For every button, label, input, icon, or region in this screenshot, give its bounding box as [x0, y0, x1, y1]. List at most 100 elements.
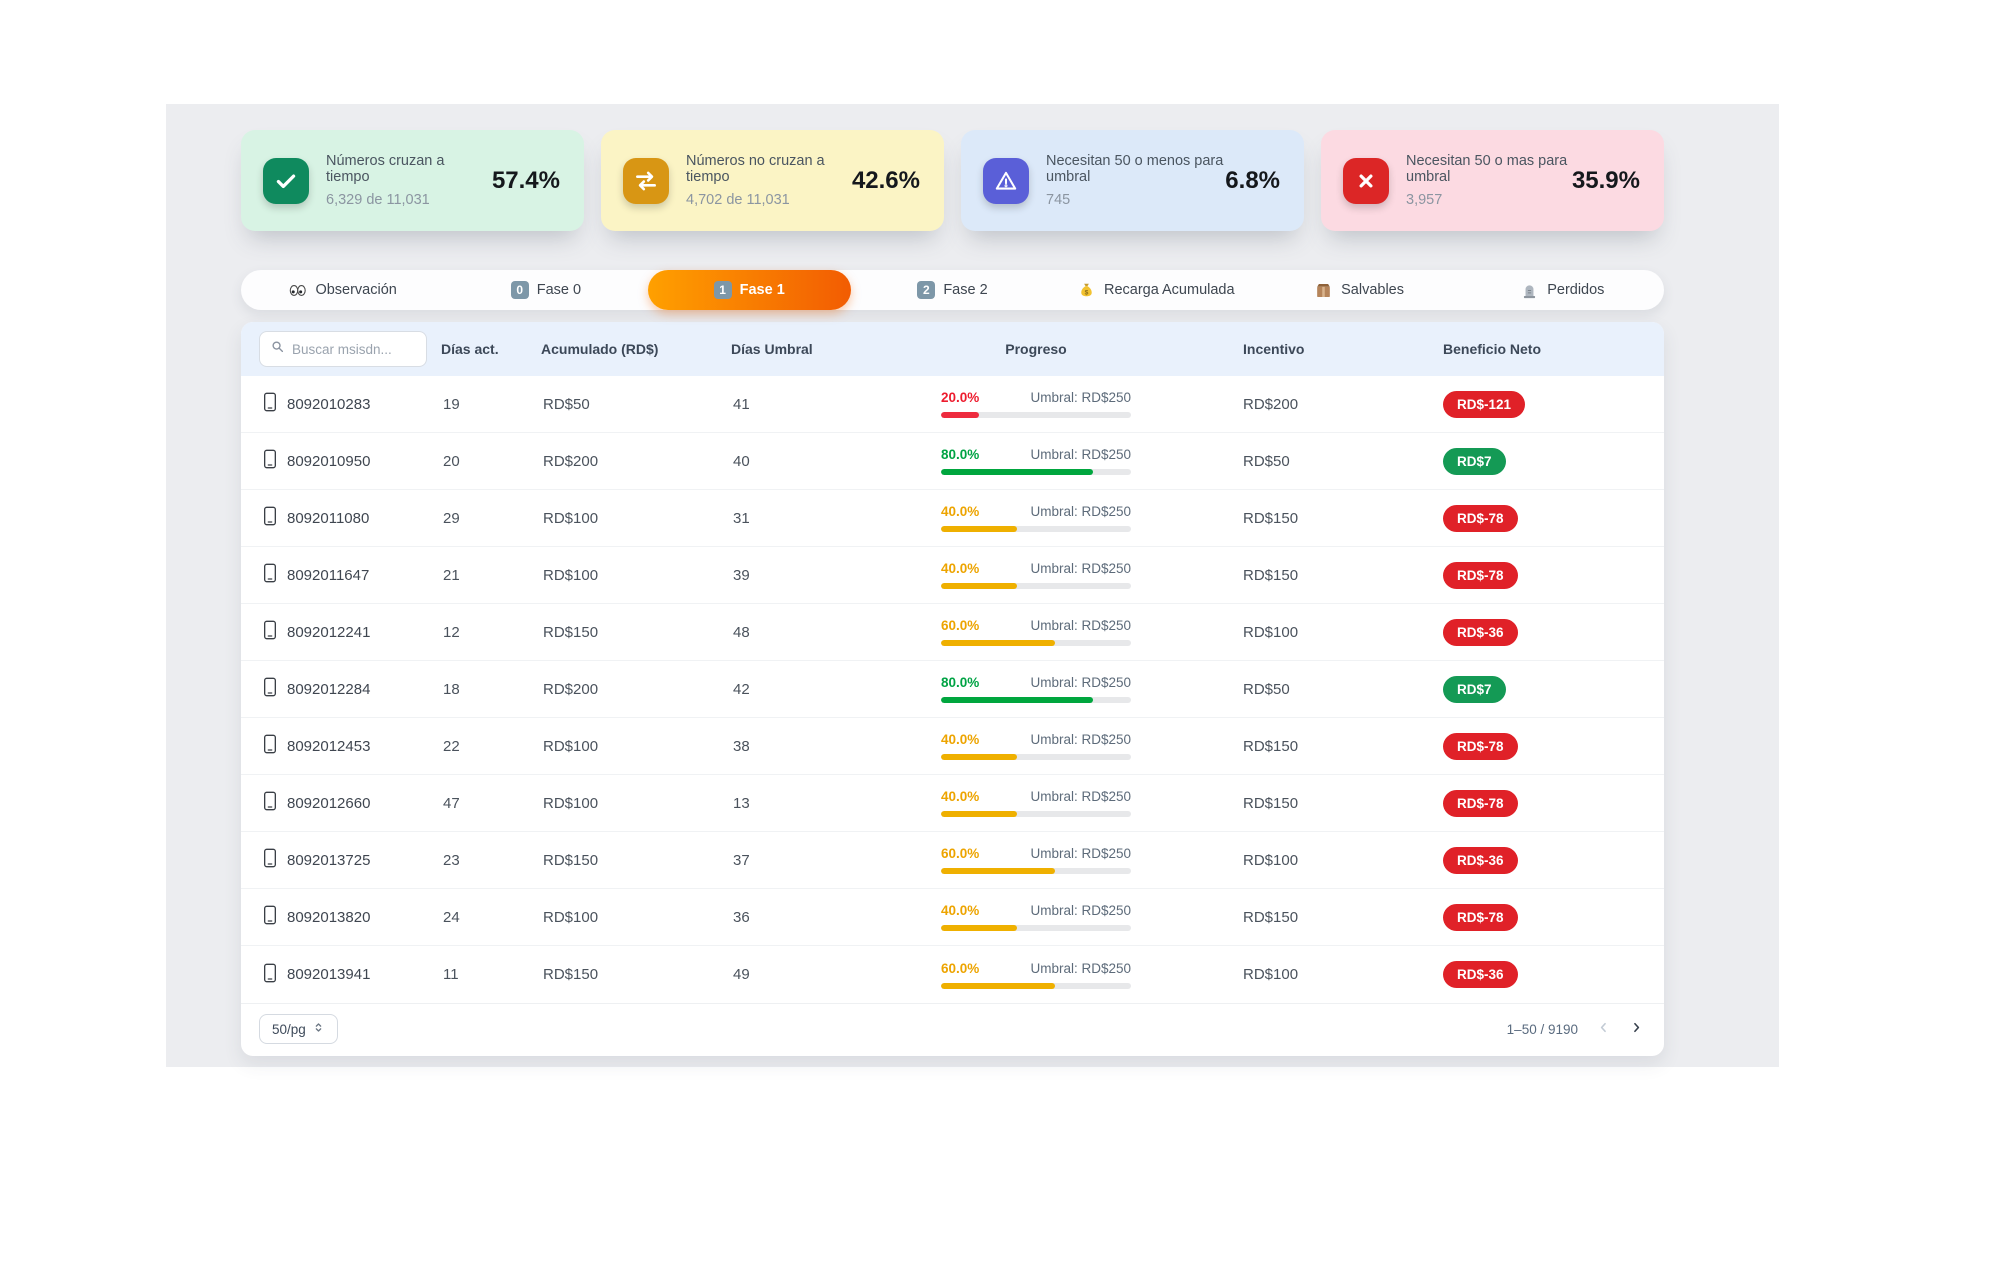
acumulado-value: RD$200: [543, 452, 599, 470]
tab-label: Observación: [315, 282, 397, 298]
dias-umbral-value: 49: [733, 966, 750, 983]
msisdn-value: 8092012660: [287, 794, 371, 812]
progress-percent: 60.0%: [941, 618, 980, 633]
phone-icon: [262, 847, 278, 873]
tab-recarga-acumulada[interactable]: $ Recarga Acumulada: [1054, 270, 1257, 310]
stat-card-value: 57.4%: [491, 166, 560, 194]
incentivo-value: RD$200: [1243, 395, 1299, 413]
incentivo-value: RD$150: [1243, 737, 1299, 755]
incentivo-value: RD$100: [1243, 623, 1299, 641]
prev-page-button[interactable]: [1596, 1020, 1611, 1038]
chevron-left-icon: [1596, 1020, 1611, 1038]
progress-cell: 40.0% Umbral: RD$250: [941, 504, 1131, 532]
table-row: 8092010950 20 RD$200 40 80.0% Umbral: RD…: [241, 433, 1664, 490]
acumulado-value: RD$150: [543, 623, 599, 641]
table-row: 8092011647 21 RD$100 39 40.0% Umbral: RD…: [241, 547, 1664, 604]
stat-card: Números cruzan a tiempo 6,329 de 11,031 …: [241, 130, 584, 231]
msisdn-value: 8092010283: [287, 395, 371, 413]
progress-bar: [941, 412, 1131, 418]
dias-act-value: 22: [443, 737, 460, 755]
table-footer: 50/pg 1–50 / 9190: [241, 1003, 1664, 1056]
msisdn-value: 8092011647: [287, 566, 370, 584]
progress-cell: 60.0% Umbral: RD$250: [941, 618, 1131, 646]
progress-bar: [941, 982, 1131, 989]
search-box[interactable]: [259, 331, 427, 367]
page-size-select[interactable]: 50/pg: [259, 1014, 338, 1044]
phone-icon: [262, 904, 278, 930]
table-row: 8092012453 22 RD$100 38 40.0% Umbral: RD…: [241, 718, 1664, 775]
package-icon: [1314, 281, 1333, 300]
col-header-dias-act: Días act.: [441, 341, 499, 357]
incentivo-value: RD$150: [1243, 908, 1299, 926]
tab-label: Perdidos: [1547, 282, 1605, 298]
acumulado-value: RD$50: [543, 395, 590, 413]
dias-act-value: 47: [443, 794, 460, 812]
stat-card: Necesitan 50 o mas para umbral 3,957 35.…: [1321, 130, 1664, 231]
beneficio-badge: RD$-36: [1443, 961, 1518, 988]
main-panel: Números cruzan a tiempo 6,329 de 11,031 …: [166, 104, 1779, 1067]
dias-act-value: 11: [443, 966, 459, 983]
tab-fase-0[interactable]: 0 Fase 0: [444, 270, 647, 310]
col-header-dias-umbral: Días Umbral: [731, 341, 813, 357]
swap-icon: [623, 157, 669, 204]
stat-card-value: 35.9%: [1571, 166, 1640, 194]
progress-cell: 60.0% Umbral: RD$250: [941, 846, 1131, 874]
progress-percent: 60.0%: [941, 846, 980, 861]
msisdn-value: 8092011080: [287, 509, 370, 527]
progress-bar: [941, 925, 1131, 931]
umbral-label: Umbral: RD$250: [1030, 732, 1131, 747]
beneficio-badge: RD$-78: [1443, 504, 1518, 532]
phone-icon: [262, 676, 278, 702]
progress-cell: 40.0% Umbral: RD$250: [941, 789, 1131, 817]
search-icon: [270, 339, 285, 359]
next-page-button[interactable]: [1629, 1020, 1644, 1038]
table-row: 8092010283 19 RD$50 41 20.0% Umbral: RD$…: [241, 376, 1664, 433]
msisdn-value: 8092012284: [287, 680, 371, 698]
beneficio-badge: RD$-78: [1443, 561, 1518, 589]
table-row: 8092013725 23 RD$150 37 60.0% Umbral: RD…: [241, 832, 1664, 889]
tab-fase-1[interactable]: 1 Fase 1: [647, 270, 851, 310]
dias-act-value: 21: [443, 566, 460, 584]
msisdn-value: 8092013725: [287, 851, 371, 869]
progress-bar: [941, 697, 1131, 703]
acumulado-value: RD$100: [543, 566, 599, 584]
stat-card-title: Necesitan 50 o menos para umbral: [1046, 153, 1224, 185]
msisdn-value: 8092010950: [287, 452, 371, 470]
phone-icon: [262, 619, 278, 645]
progress-cell: 40.0% Umbral: RD$250: [941, 732, 1131, 760]
col-header-beneficio: Beneficio Neto: [1443, 341, 1542, 357]
dias-umbral-value: 13: [733, 794, 750, 812]
table-row: 8092013941 11 RD$150 49 60.0% Umbral: RD…: [241, 946, 1664, 1003]
beneficio-badge: RD$-121: [1443, 390, 1526, 418]
phase-tabs: Observación 0 Fase 0 1 Fase 1 2 Fase 2 $…: [241, 270, 1664, 310]
phone-icon: [262, 790, 278, 816]
phone-icon: [262, 391, 278, 417]
progress-bar: [941, 754, 1131, 760]
acumulado-value: RD$150: [543, 851, 599, 869]
tab-salvables[interactable]: Salvables: [1257, 270, 1460, 310]
eyes-icon: [288, 281, 307, 300]
umbral-label: Umbral: RD$250: [1030, 561, 1131, 576]
progress-cell: 40.0% Umbral: RD$250: [941, 561, 1131, 589]
beneficio-badge: RD$-78: [1443, 903, 1518, 931]
dias-act-value: 19: [443, 395, 460, 413]
umbral-label: Umbral: RD$250: [1030, 675, 1131, 690]
msisdn-value: 8092013941: [287, 966, 371, 983]
progress-bar: [941, 868, 1131, 874]
dias-umbral-value: 41: [733, 395, 750, 413]
tab-fase-2[interactable]: 2 Fase 2: [851, 270, 1054, 310]
tab-perdidos[interactable]: Perdidos: [1461, 270, 1664, 310]
table-row: 8092011080 29 RD$100 31 40.0% Umbral: RD…: [241, 490, 1664, 547]
phone-icon: [262, 448, 278, 474]
check-icon: [263, 157, 309, 204]
beneficio-badge: RD$7: [1443, 675, 1506, 703]
tab-observación[interactable]: Observación: [241, 270, 444, 310]
progress-percent: 40.0%: [941, 732, 980, 747]
col-header-acumulado: Acumulado (RD$): [541, 341, 659, 357]
page-size-value: 50/pg: [272, 1021, 306, 1037]
tab-label: Fase 2: [943, 282, 988, 298]
search-input[interactable]: [292, 341, 416, 357]
dias-umbral-value: 48: [733, 623, 750, 641]
incentivo-value: RD$100: [1243, 966, 1299, 983]
phone-icon: [262, 962, 278, 988]
